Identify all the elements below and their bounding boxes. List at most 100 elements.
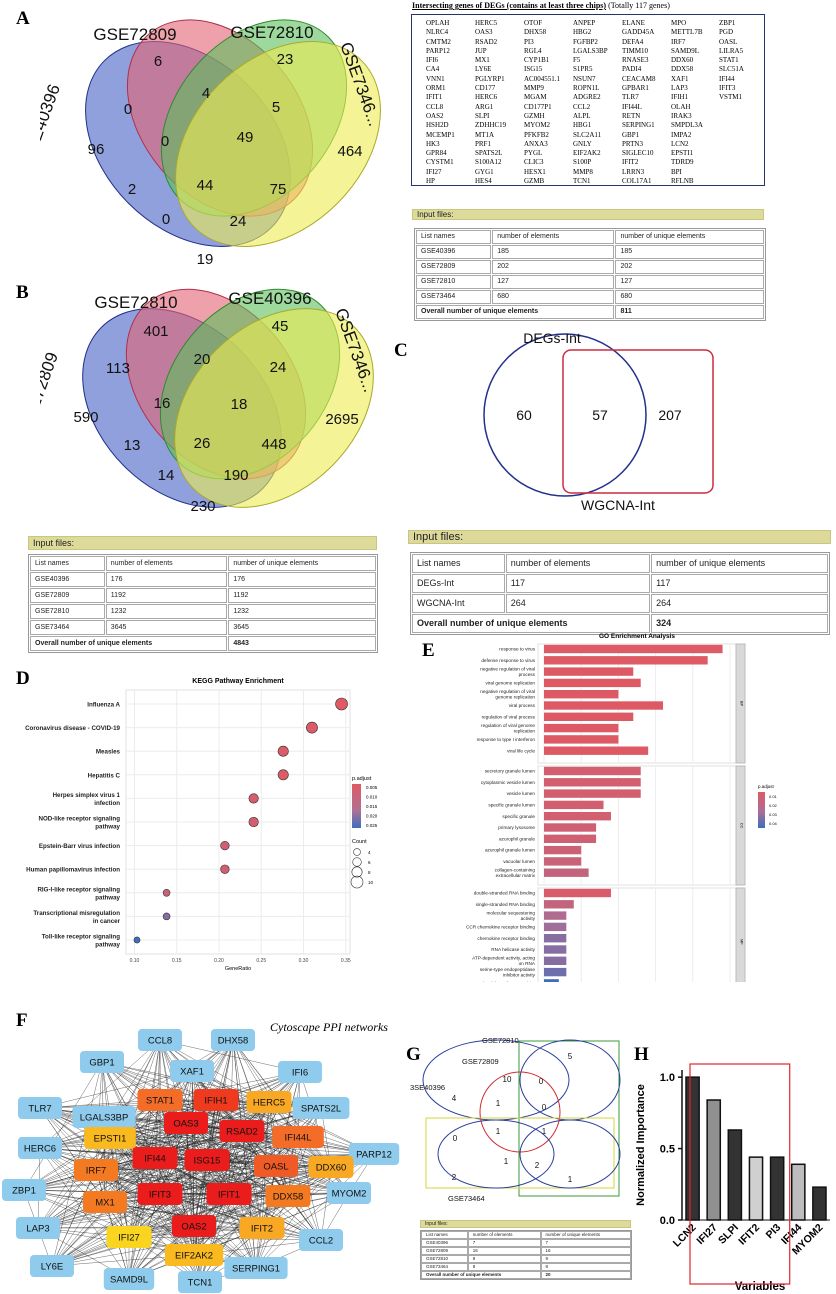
network-node [2,1179,46,1201]
venn-b-region: 230 [190,498,215,515]
y-tick-label: serine-type endopeptidase [480,967,536,972]
y-tick-label: specific granule [502,814,535,819]
gene-name: ANPEP [573,19,596,27]
table-row: GSE72809 16 16 [421,1247,631,1255]
table-row: GSE72809 1192 1192 [30,588,376,603]
gene-name: GZMH [524,111,545,120]
table-cell: number of elements [467,1231,541,1239]
table-cell: GSE72809 [421,1247,468,1255]
network-node [72,1106,136,1128]
network-node [18,1137,62,1159]
network-edge [51,1099,161,1267]
table-row: List names number of elements number of un… [421,1231,631,1239]
venn-g-set-name: GSE73464 [448,1194,485,1203]
network-edge [193,1166,332,1227]
gene-name: COL17A1 [622,177,652,186]
table-cell: 1232 [228,604,376,619]
gene-name: SLC51A [719,65,744,74]
table-cell: Overall number of unique elements [30,636,228,651]
bar [544,868,589,877]
gene-name: IRF7 [671,37,686,46]
bar [706,1099,722,1221]
network-edge [159,1071,301,1101]
table-cell: 16 [540,1247,631,1255]
network-node-label: IRF7 [86,1166,107,1177]
gene-name: ZDHHC19 [475,121,507,130]
go-chart: GO Enrichment Analysis BP response to viru… [466,633,778,982]
table-cell: List names [412,554,505,573]
gene-column: OPLAH NLRC4 CMTM2 PARP12 IFI6 CA4 VNN1 ORM1 IFIT… [426,19,455,186]
legend-tick: 0.005 [366,785,378,790]
network-edge [37,1136,299,1229]
network-edge [23,1122,187,1191]
y-tick-label: activity [521,916,536,921]
y-tick-label: process [519,672,536,677]
gene-name: GADD45A [622,28,655,37]
legend-tick: 10 [368,880,374,885]
table-row: GSE73464 680 680 [416,290,764,304]
venn-a-set-4 [175,41,381,247]
bar [812,1186,827,1221]
venn-b-region: 401 [143,323,168,340]
gene-name: SPATS2L [475,149,503,158]
network-node [239,1217,285,1239]
bar [544,911,567,920]
y-tick-label: double-stranded RNA binding [474,891,536,896]
table-cell: 20 [540,1271,631,1279]
input-files-header-g: Input files: [420,1220,631,1228]
network-node-label: IFI44 [144,1154,166,1165]
gene-name: SLPI [475,111,490,120]
y-tick-label: ATP-dependent activity, acting [472,956,535,961]
table-cell: 185 [492,245,615,259]
y-tick-label: Measles [96,749,121,756]
network-node [84,1127,136,1149]
network-edge [193,1166,332,1256]
data-point [335,697,348,711]
gene-list-box: OPLAH NLRC4 CMTM2 PARP12 IFI6 CA4 VNN1 ORM1 IFIT… [411,14,765,186]
gene-name: ELANE [622,19,645,27]
gene-name: XAF1 [671,74,689,83]
gene-list-title: Intersecting genes of DEGs (contains at … [412,1,670,10]
gene-name: HESX1 [524,167,546,176]
network-edge [23,1061,103,1191]
gene-name: OTOF [524,19,543,27]
gene-name: GPR84 [426,149,447,158]
gene-name: GYG1 [475,167,494,176]
bar [544,667,634,676]
network-edge [228,1101,270,1195]
table-cell: 16 [467,1247,541,1255]
bar [544,888,611,898]
venn-b-set-name: GSE72809 [40,350,62,435]
gene-name: CYSTM1 [426,158,454,167]
network-edge [268,1101,289,1197]
venn-g-set-name: 3SE40396 [410,1083,445,1092]
network-node-label: LY6E [41,1262,64,1273]
facet-label: BP [740,701,745,707]
network-node-label: DDX60 [316,1163,347,1174]
table-row: List names number of elements number of un… [412,554,828,573]
gene-name: PGD [719,28,734,37]
y-tick-label: on RNA [519,961,536,966]
table-cell: 9 [540,1255,631,1263]
data-point [248,793,259,804]
venn-a-region: 75 [270,181,287,198]
table-cell: 811 [615,305,764,319]
table-cell: 176 [228,572,376,587]
gene-name: CMTM2 [426,37,451,46]
network-node [184,1149,230,1171]
bar [544,723,619,733]
legend-size-symbol [353,848,361,856]
table-cell: List names [421,1231,468,1239]
venn-a-set-name: GSE72809 [93,25,176,44]
gene-name: CCL2 [573,102,591,111]
gene-name: LCN2 [671,139,689,148]
gene-name: LILRA5 [719,46,744,55]
legend-colorbar [758,792,765,828]
network-node [16,1217,60,1239]
network-edge [128,1122,187,1238]
network-node [348,1143,400,1165]
table-cell: number of unique elements [540,1231,631,1239]
venn-a-set-name: GSE72810 [230,23,313,42]
bar [544,678,641,688]
network-node [138,1029,182,1051]
